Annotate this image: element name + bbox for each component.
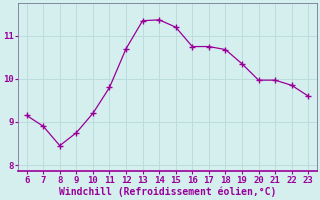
X-axis label: Windchill (Refroidissement éolien,°C): Windchill (Refroidissement éolien,°C): [59, 186, 276, 197]
